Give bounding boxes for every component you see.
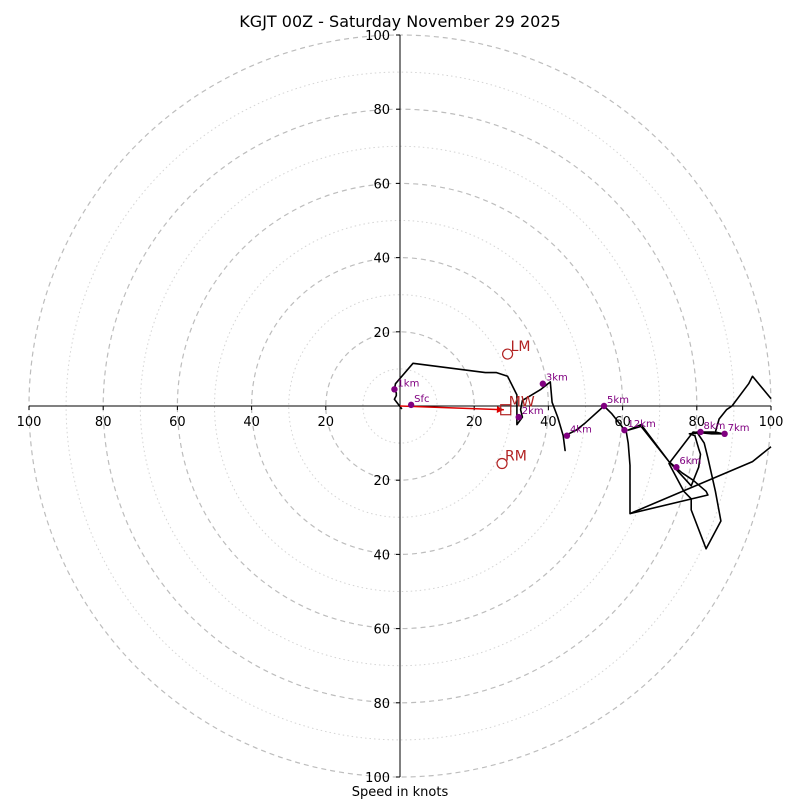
- x-tick-label: 60: [614, 415, 631, 430]
- height-point-5km: 5km: [600, 395, 629, 410]
- y-tick-label: 100: [365, 771, 390, 786]
- x-tick-label: 60: [169, 415, 186, 430]
- height-dot: [539, 380, 547, 387]
- marker-square: [500, 404, 512, 416]
- height-label: Sfc: [414, 394, 429, 405]
- y-tick-label: 40: [373, 548, 390, 563]
- height-point-3km: 3km: [539, 373, 568, 387]
- marker-mw: MW: [500, 395, 535, 416]
- hodograph-line-tail: [629, 446, 772, 515]
- y-tick-label: 40: [373, 252, 390, 267]
- x-tick-labels: 100 80 60 40 20 20 40 60 80 100: [17, 406, 784, 430]
- arrow-shaft: [399, 405, 504, 411]
- x-tick-label: 40: [243, 415, 260, 430]
- hodograph-line: [393, 362, 772, 550]
- height-dot: [721, 430, 728, 438]
- height-label: 12km: [627, 419, 655, 430]
- height-point-sfc: Sfc: [407, 394, 430, 409]
- mean-wind-arrow: [399, 405, 504, 413]
- marker-label: LM: [511, 339, 531, 355]
- height-dot: [697, 428, 704, 436]
- y-tick-label: 60: [373, 623, 390, 638]
- x-tick-label: 80: [689, 415, 706, 430]
- height-label: 4km: [570, 425, 592, 436]
- height-label: 7km: [728, 423, 750, 434]
- height-label: 6km: [679, 456, 701, 467]
- x-tick-label: 40: [540, 415, 557, 430]
- y-tick-label: 100: [365, 29, 390, 44]
- height-point-1km: 1km: [391, 378, 419, 393]
- x-tick-label: 100: [759, 415, 784, 430]
- height-dot: [673, 464, 680, 471]
- y-tick-labels: 100 80 60 40 20 20 40 60 80 100: [365, 29, 400, 786]
- height-dot: [600, 402, 608, 410]
- y-tick-label: 20: [373, 326, 390, 341]
- height-dot: [621, 426, 628, 434]
- x-tick-label: 80: [95, 415, 112, 430]
- hodograph-trace: [393, 362, 772, 550]
- x-axis-label: Speed in knots: [352, 785, 449, 800]
- height-dot: [515, 413, 522, 421]
- height-dot: [563, 432, 571, 439]
- height-dot: [407, 401, 415, 409]
- storm-motion-markers: LM RM MW: [496, 339, 535, 470]
- height-point-6km: 6km: [673, 456, 701, 471]
- height-dot: [391, 386, 398, 393]
- height-point-4km: 4km: [563, 425, 592, 439]
- chart-title: KGJT 00Z - Saturday November 29 2025: [239, 12, 560, 31]
- height-point-2km: 2km: [515, 406, 544, 421]
- height-label: 3km: [546, 373, 568, 384]
- marker-label: MW: [509, 395, 535, 411]
- height-label: 5km: [607, 395, 629, 406]
- marker-circle: [496, 457, 508, 470]
- height-label: 1km: [397, 378, 419, 389]
- y-tick-label: 60: [373, 177, 390, 192]
- x-tick-label: 20: [318, 415, 335, 430]
- marker-lm: LM: [501, 339, 531, 360]
- height-point-7km: 7km: [721, 423, 750, 438]
- y-tick-label: 80: [373, 697, 390, 712]
- height-point-8km: 8km: [697, 421, 726, 436]
- y-tick-label: 20: [373, 474, 390, 489]
- y-tick-label: 80: [373, 103, 390, 118]
- height-label: 2km: [522, 406, 544, 417]
- marker-label: RM: [505, 449, 527, 465]
- marker-circle: [501, 348, 514, 360]
- height-point-12km: 12km: [621, 419, 656, 434]
- marker-rm: RM: [496, 449, 527, 470]
- x-tick-label: 20: [466, 415, 483, 430]
- x-tick-label: 100: [17, 415, 42, 430]
- height-label: 8km: [704, 421, 726, 432]
